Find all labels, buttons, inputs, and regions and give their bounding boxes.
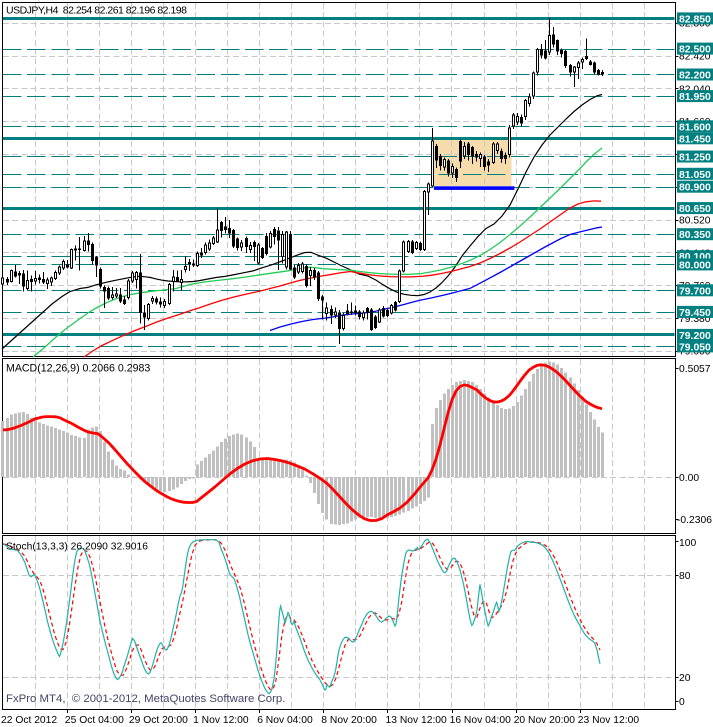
svg-text:81.250: 81.250 [679, 153, 711, 164]
svg-text:0: 0 [679, 697, 685, 708]
svg-text:100: 100 [679, 538, 696, 549]
svg-text:79.200: 79.200 [679, 331, 711, 342]
svg-text:81.450: 81.450 [679, 134, 711, 145]
svg-text:81.600: 81.600 [679, 122, 711, 133]
svg-text:29 Oct 20:00: 29 Oct 20:00 [129, 715, 188, 726]
svg-text:MACD(12,26,9) 0.2066 0.2983: MACD(12,26,9) 0.2066 0.2983 [6, 363, 150, 375]
svg-text:1 Nov 12:00: 1 Nov 12:00 [193, 715, 249, 726]
svg-text:20: 20 [679, 673, 691, 684]
svg-text:80.900: 80.900 [679, 183, 711, 194]
svg-text:79.050: 79.050 [679, 342, 711, 353]
svg-text:82.500: 82.500 [679, 45, 711, 56]
svg-text:8 Nov 20:00: 8 Nov 20:00 [321, 715, 377, 726]
svg-text:79.450: 79.450 [679, 308, 711, 319]
svg-text:79.700: 79.700 [679, 286, 711, 297]
svg-text:20 Nov 20:00: 20 Nov 20:00 [514, 715, 576, 726]
svg-text:82.040: 82.040 [679, 84, 711, 95]
svg-text:80: 80 [679, 571, 691, 582]
svg-text:80.100: 80.100 [679, 252, 711, 263]
svg-text:80.000: 80.000 [679, 260, 711, 271]
svg-text:FxPro MT4, © 2001-2012, MetaQ: FxPro MT4, © 2001-2012, MetaQuotes Softw… [6, 693, 285, 705]
svg-text:81.950: 81.950 [679, 92, 711, 103]
svg-text:USDJPY,H4 82.254 82.261 82.19: USDJPY,H4 82.254 82.261 82.196 82.198 [6, 5, 187, 17]
svg-text:-0.2306: -0.2306 [677, 515, 712, 526]
svg-text:79.380: 79.380 [679, 314, 711, 325]
svg-text:80.650: 80.650 [679, 204, 711, 215]
svg-text:81.050: 81.050 [679, 170, 711, 181]
svg-text:23 Nov 12:00: 23 Nov 12:00 [578, 715, 640, 726]
svg-text:80.520: 80.520 [679, 216, 711, 227]
svg-text:Stoch(13,3,3) 26.2090 32.9016: Stoch(13,3,3) 26.2090 32.9016 [6, 542, 148, 553]
svg-text:80.350: 80.350 [679, 230, 711, 241]
svg-text:82.420: 82.420 [679, 52, 711, 63]
svg-text:25 Oct 04:00: 25 Oct 04:00 [65, 715, 124, 726]
svg-text:0.5057: 0.5057 [679, 364, 711, 375]
svg-text:13 Nov 12:00: 13 Nov 12:00 [386, 715, 448, 726]
svg-text:0.00: 0.00 [679, 473, 699, 484]
svg-text:82.850: 82.850 [679, 14, 711, 25]
svg-text:22 Oct 2012: 22 Oct 2012 [1, 715, 57, 726]
svg-text:16 Nov 04:00: 16 Nov 04:00 [450, 715, 512, 726]
svg-text:82.200: 82.200 [679, 71, 711, 82]
svg-text:6 Nov 04:00: 6 Nov 04:00 [257, 715, 313, 726]
